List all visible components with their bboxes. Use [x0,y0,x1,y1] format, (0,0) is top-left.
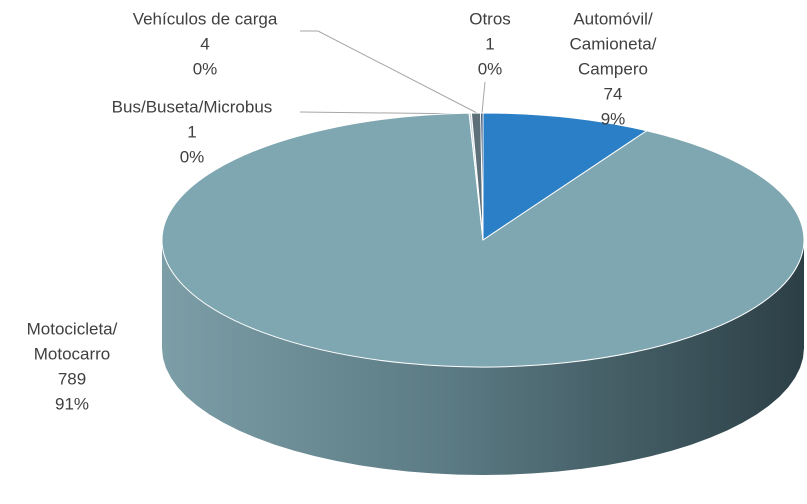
leader-line [300,30,478,114]
data-label-percent: 0% [180,147,205,166]
data-label-percent: 0% [478,59,503,78]
slice [161,112,805,368]
data-label-category: Vehículos de carga [133,9,278,28]
data-label-category: Automóvil/ [573,9,653,28]
data-label-category: Otros [469,9,511,28]
data-label-category: Motocarro [34,344,111,363]
data-label-percent: 91% [55,394,89,413]
slice-side [162,240,804,475]
data-label-value: 1 [187,122,196,141]
data-label-category: Camioneta/ [570,34,657,53]
data-label-percent: 0% [193,59,218,78]
slice [480,112,484,241]
data-label-value: 1 [485,34,494,53]
data-label-value: 74 [604,84,623,103]
data-label-category: Campero [578,59,648,78]
data-label-percent: 9% [601,109,626,128]
leader-line [481,81,486,114]
data-label-value: 4 [200,34,209,53]
data-label-category: Motocicleta/ [27,319,118,338]
data-label-value: 789 [58,369,86,388]
data-label-category: Bus/Buseta/Microbus [112,97,273,116]
slice [482,112,648,241]
